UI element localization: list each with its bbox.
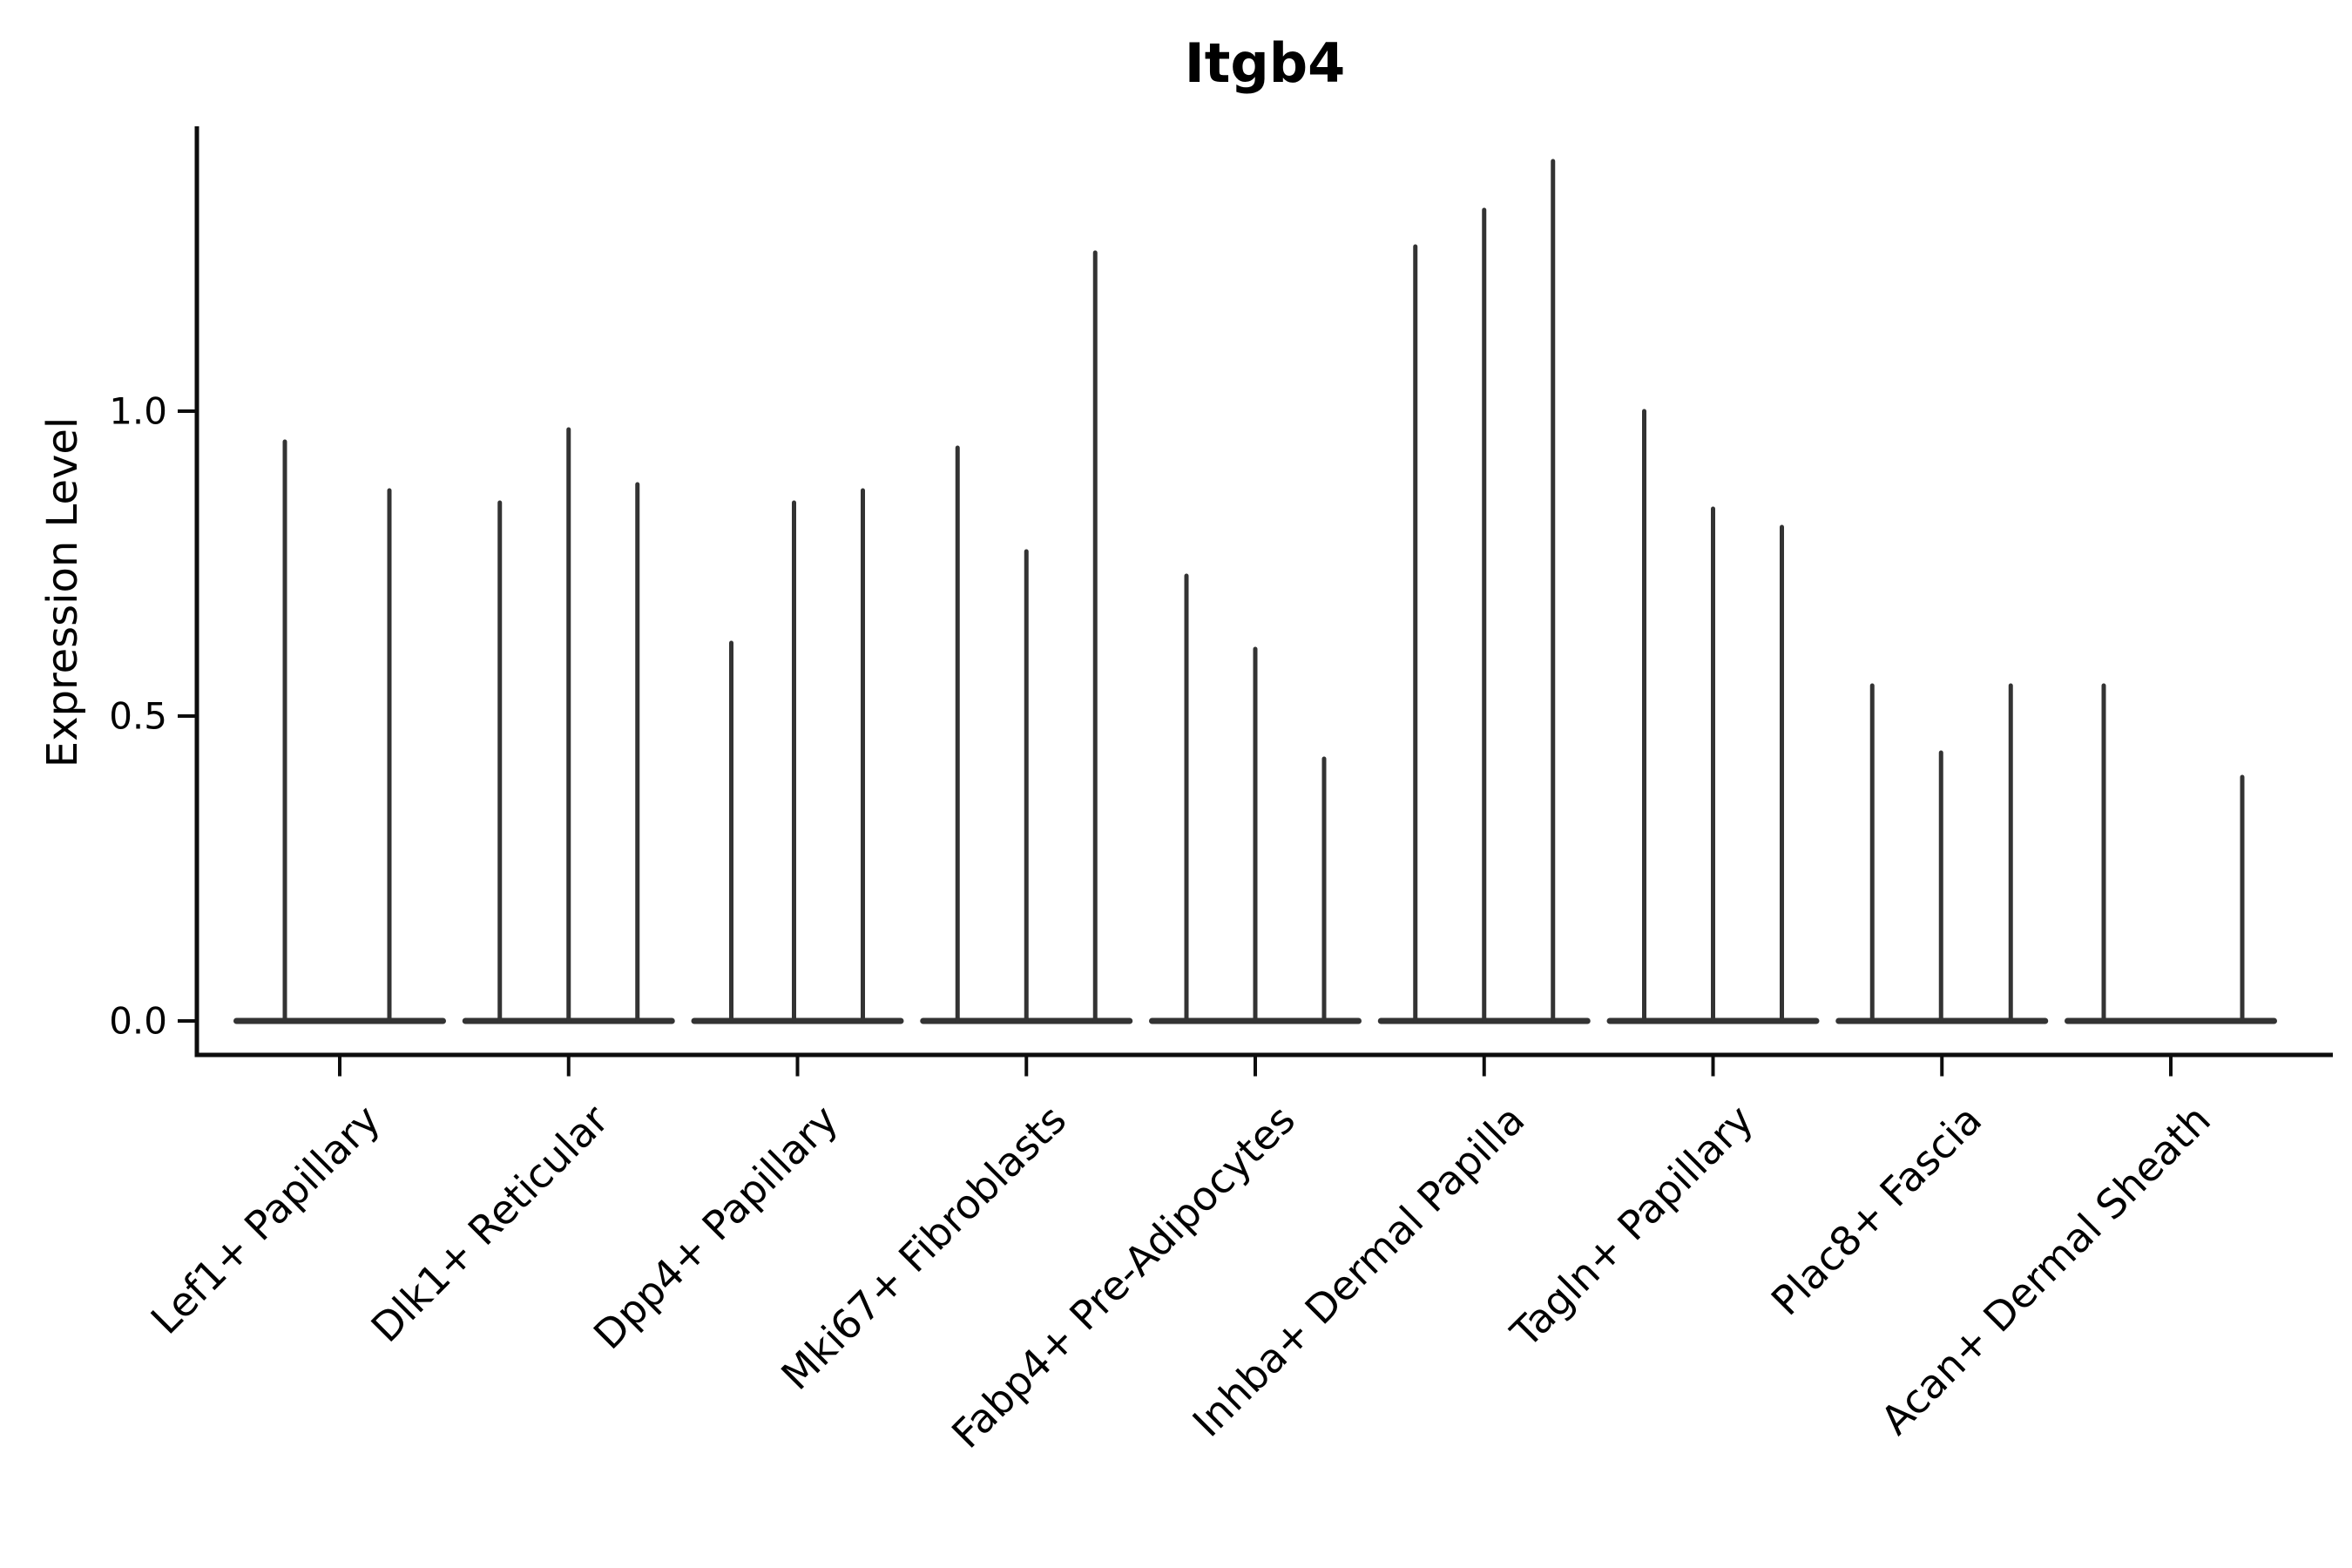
y-axis-label: Expression Level (38, 416, 87, 768)
y-tick-label: 0.5 (109, 694, 167, 738)
violin-zero-baseline (2065, 1017, 2277, 1024)
y-tick-label: 1.0 (109, 389, 167, 433)
y-tick-label: 0.0 (109, 999, 167, 1043)
violin-zero-baseline (233, 1017, 446, 1024)
violin-zero-baseline (691, 1017, 904, 1024)
chart-title: Itgb4 (1184, 31, 1346, 95)
